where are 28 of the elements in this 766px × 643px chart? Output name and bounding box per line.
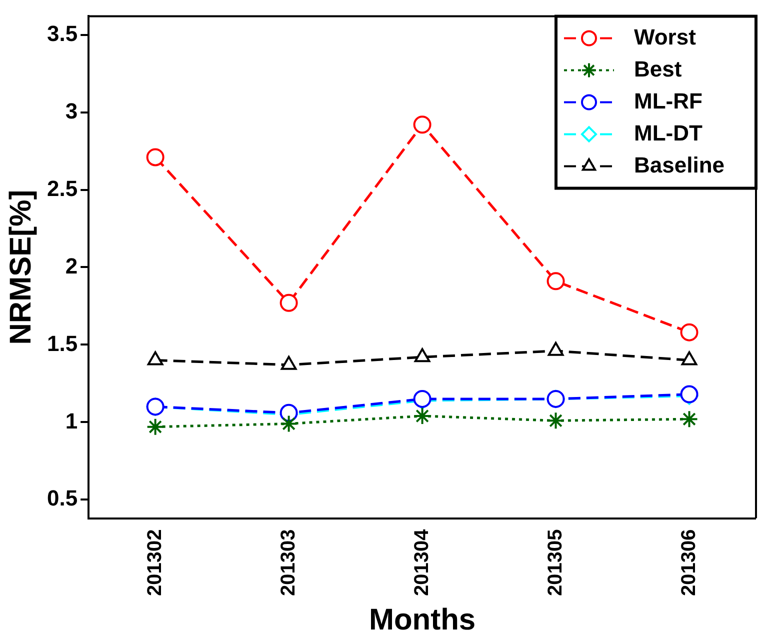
point: [146, 418, 164, 436]
y-tick-label: 2: [65, 253, 78, 278]
y-tick-label: 2.5: [46, 176, 78, 201]
y-tick-label: 1: [65, 408, 78, 434]
x-tick-label: 201306: [678, 529, 700, 596]
point: [680, 410, 698, 428]
x-tick-label: 201303: [277, 529, 300, 596]
legend-label: ML-RF: [634, 88, 702, 114]
x-tick-label: 201305: [544, 529, 566, 596]
y-tick-label: 1.5: [46, 330, 78, 356]
x-tick-label: 201302: [144, 529, 166, 596]
point: [280, 414, 298, 433]
point: [146, 148, 164, 166]
point: [546, 272, 565, 290]
legend-label: ML-DT: [634, 120, 703, 146]
legend-label: Worst: [634, 24, 697, 50]
y-tick-label: 3: [65, 98, 78, 124]
x-tick-label: 201304: [410, 528, 433, 596]
y-tick-label: 3.5: [46, 20, 78, 46]
y-tick-label: 0.5: [46, 486, 78, 511]
point: [413, 116, 432, 134]
x-axis-title: Months: [368, 603, 476, 636]
point: [546, 412, 565, 430]
point: [680, 323, 698, 342]
y-axis-title: NRMSE[%]: [4, 190, 38, 345]
legend-label: Best: [634, 56, 682, 82]
legend-label: Baseline: [634, 152, 724, 178]
point: [280, 294, 298, 312]
